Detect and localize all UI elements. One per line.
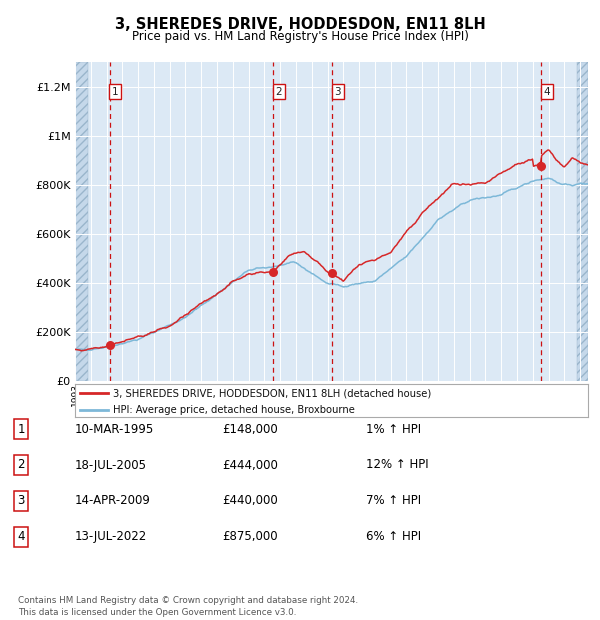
Text: Price paid vs. HM Land Registry's House Price Index (HPI): Price paid vs. HM Land Registry's House …: [131, 30, 469, 43]
Text: 14-APR-2009: 14-APR-2009: [75, 495, 151, 507]
Text: Contains HM Land Registry data © Crown copyright and database right 2024.
This d: Contains HM Land Registry data © Crown c…: [18, 596, 358, 617]
Text: £875,000: £875,000: [222, 531, 278, 543]
Bar: [577, 62, 588, 381]
Text: HPI: Average price, detached house, Broxbourne: HPI: Average price, detached house, Brox…: [113, 404, 355, 415]
Text: 12% ↑ HPI: 12% ↑ HPI: [366, 459, 428, 471]
Text: 3: 3: [17, 495, 25, 507]
Text: £444,000: £444,000: [222, 459, 278, 471]
Text: 1% ↑ HPI: 1% ↑ HPI: [366, 423, 421, 435]
Text: 6% ↑ HPI: 6% ↑ HPI: [366, 531, 421, 543]
Text: 7% ↑ HPI: 7% ↑ HPI: [366, 495, 421, 507]
Bar: [577, 62, 588, 381]
Text: 4: 4: [17, 531, 25, 543]
Text: 10-MAR-1995: 10-MAR-1995: [75, 423, 154, 435]
Text: 1: 1: [112, 87, 119, 97]
Text: 18-JUL-2005: 18-JUL-2005: [75, 459, 147, 471]
Text: 3: 3: [334, 87, 341, 97]
Text: 4: 4: [544, 87, 550, 97]
Text: 2: 2: [275, 87, 282, 97]
Text: £440,000: £440,000: [222, 495, 278, 507]
Text: 3, SHEREDES DRIVE, HODDESDON, EN11 8LH (detached house): 3, SHEREDES DRIVE, HODDESDON, EN11 8LH (…: [113, 388, 432, 399]
Text: £148,000: £148,000: [222, 423, 278, 435]
Text: 3, SHEREDES DRIVE, HODDESDON, EN11 8LH: 3, SHEREDES DRIVE, HODDESDON, EN11 8LH: [115, 17, 485, 32]
Text: 13-JUL-2022: 13-JUL-2022: [75, 531, 147, 543]
Text: 2: 2: [17, 459, 25, 471]
Text: 1: 1: [17, 423, 25, 435]
Bar: [75, 62, 88, 381]
Bar: [75, 62, 88, 381]
